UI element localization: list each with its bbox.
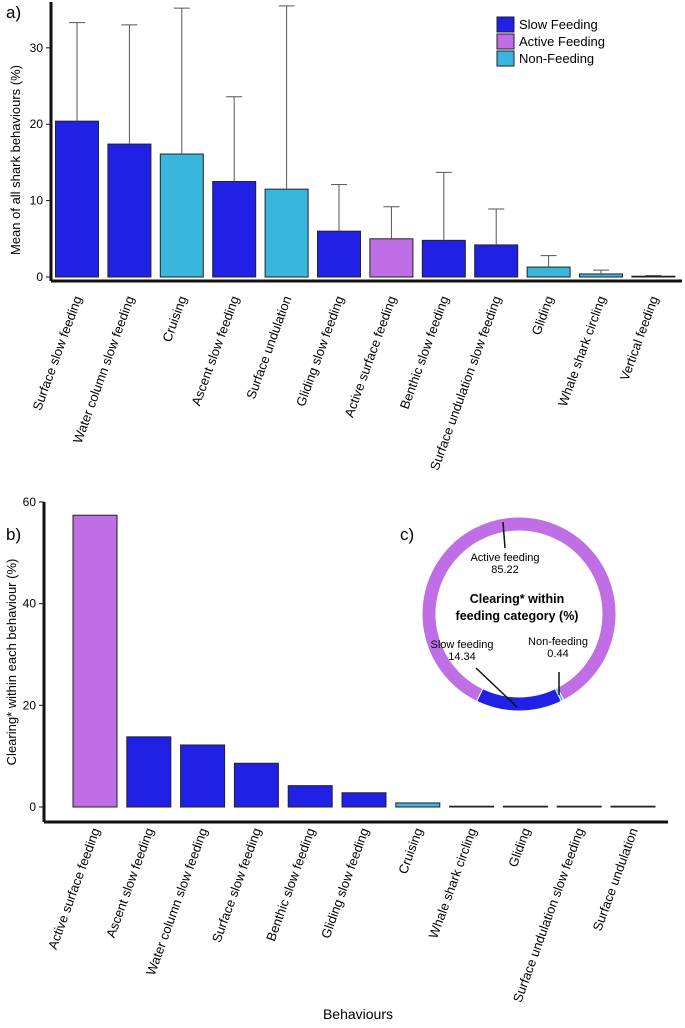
y-tick-label: 20 [23,698,37,712]
panel-a-label: a) [6,3,21,22]
bar [126,736,172,808]
y-tick-label: 10 [30,194,44,208]
x-tick-label: Gliding [528,294,556,337]
bar [449,805,495,808]
bar [631,275,676,278]
bar [395,802,441,808]
x-tick-label: Water column slow feeding [143,826,210,977]
bar [287,785,333,808]
slice-label: Slow feeding [431,639,494,651]
x-tick-label: Water column slow feeding [70,294,137,445]
panel-b-ylabel: Clearing* within each behaviour (%) [4,559,19,766]
legend-label: Non-Feeding [519,51,594,66]
x-tick-label: Active surface feeding [341,294,399,419]
bar [317,230,361,278]
x-tick-label: Surface undulation [243,294,294,401]
legend-swatch [496,33,515,50]
bar [502,805,548,808]
x-tick-label: Whale shark circling [555,294,609,408]
x-tick-label: Gliding [505,826,533,869]
bar [55,120,99,278]
bar [180,744,226,808]
slice-value: 14.34 [448,651,476,663]
panel-b-bars [72,514,656,808]
panel-a-axes: 0 10 20 30 [30,2,682,284]
slice-value: 0.44 [547,648,568,660]
y-tick-label: 40 [23,597,37,611]
bar [107,143,152,278]
panel-a-bars [55,5,676,278]
slice-label: Active feeding [470,552,539,564]
panel-c: c) Clearing* within feeding category (%)… [400,516,617,712]
bar [72,514,118,808]
x-tick-label: Benthic slow feeding [263,826,318,943]
x-tick-label: Ascent slow feeding [188,294,242,408]
y-tick-label: 20 [30,117,44,131]
bar [264,188,309,278]
bar [159,153,204,278]
panel-b: b) Clearing* within each behaviour (%) B… [4,495,668,1022]
bar [341,792,387,808]
bar [579,273,623,278]
panel-c-title-line-1: Clearing* within [470,592,564,606]
bar [556,805,602,808]
pie-slice [421,516,617,702]
bar [610,805,656,808]
panel-b-label: b) [6,525,21,544]
panel-c-title-line-2: feeding category (%) [456,609,579,623]
panel-a: a) Mean of all shark behaviours (%) 0 10 2… [6,2,682,472]
panel-b-xlabel: Behaviours [323,1006,393,1022]
x-tick-label: Vertical feeding [617,294,662,383]
slice-leader-line [502,521,506,549]
bar [233,762,279,808]
x-tick-label: Cruising [395,826,425,876]
bar [474,244,519,278]
y-tick-label: 0 [29,800,36,814]
legend-swatch [496,16,515,33]
legend-label: Active Feeding [519,34,605,49]
panel-a-legend: Slow Feeding Active Feeding Non-Feeding [496,16,605,67]
panel-a-ylabel: Mean of all shark behaviours (%) [8,65,23,255]
slice-label: Non-feeding [528,636,588,648]
x-tick-label: Gliding slow feeding [293,294,347,408]
x-tick-label: Whale shark circling [426,826,480,940]
bar [212,181,257,278]
x-tick-label: Surface slow feeding [29,294,84,413]
bar [421,239,466,278]
pie-slice [476,688,562,712]
y-tick-label: 0 [36,270,43,284]
panel-c-label: c) [400,525,414,544]
panel-b-axes: 0 20 40 60 [23,495,668,824]
legend-swatch [496,50,515,67]
slice-leader-line [475,667,518,708]
x-tick-label: Gliding slow feeding [318,826,372,940]
bar [526,266,571,278]
x-tick-label: Active surface feeding [45,826,103,951]
x-tick-label: Surface slow feeding [209,826,264,945]
y-tick-label: 60 [23,495,37,509]
x-tick-label: Ascent slow feeding [103,826,157,940]
panel-b-x-tick-labels: Active surface feeding Ascent slow feedin… [45,826,641,1004]
y-tick-label: 30 [30,41,44,55]
x-tick-label: Benthic slow feeding [397,294,452,411]
bar [369,238,414,278]
legend-label: Slow Feeding [519,17,598,32]
x-tick-label: Surface undulation [590,826,641,933]
x-tick-label: Cruising [159,294,189,344]
slice-value: 85.22 [491,564,519,576]
